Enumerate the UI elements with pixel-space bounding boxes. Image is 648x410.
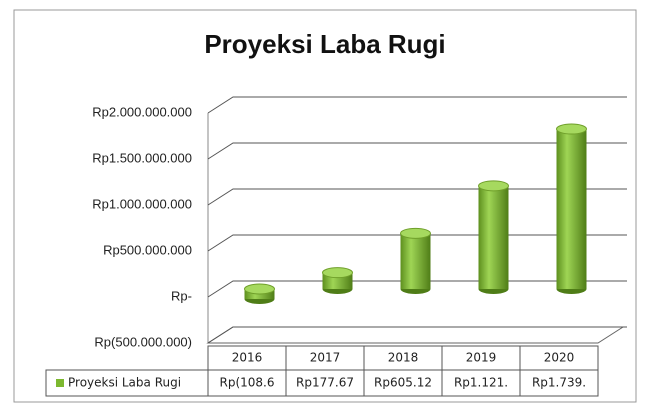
chart-title: Proyeksi Laba Rugi xyxy=(204,29,445,59)
grid-line xyxy=(207,142,627,160)
bar xyxy=(478,180,509,294)
table-value: Rp(108.6 xyxy=(220,376,275,390)
x-tick-label: 2016 xyxy=(232,351,263,365)
bar xyxy=(400,227,431,294)
table-value: Rp1.121. xyxy=(454,376,508,390)
table-value: Rp605.12 xyxy=(374,376,432,390)
table-value: Rp177.67 xyxy=(296,376,354,390)
bar xyxy=(322,267,353,294)
x-tick-label: 2020 xyxy=(544,351,575,365)
grid-line xyxy=(207,96,627,114)
bar xyxy=(244,283,275,304)
grid-line xyxy=(207,326,627,344)
bar xyxy=(556,123,587,294)
legend-label: Proyeksi Laba Rugi xyxy=(68,376,181,390)
legend-swatch xyxy=(56,379,64,387)
x-tick-label: 2018 xyxy=(388,351,419,365)
floor xyxy=(206,326,625,344)
x-tick-label: 2019 xyxy=(466,351,497,365)
x-tick-label: 2017 xyxy=(310,351,341,365)
y-tick-label: Rp- xyxy=(171,288,192,303)
y-tick-label: Rp2.000.000.000 xyxy=(92,104,192,119)
table-legend-cell xyxy=(45,369,209,397)
y-tick-label: Rp(500.000.000) xyxy=(94,334,192,349)
y-tick-label: Rp500.000.000 xyxy=(103,242,192,257)
table-value: Rp1.739. xyxy=(532,376,586,390)
y-tick-label: Rp1.500.000.000 xyxy=(92,150,192,165)
y-tick-label: Rp1.000.000.000 xyxy=(92,196,192,211)
